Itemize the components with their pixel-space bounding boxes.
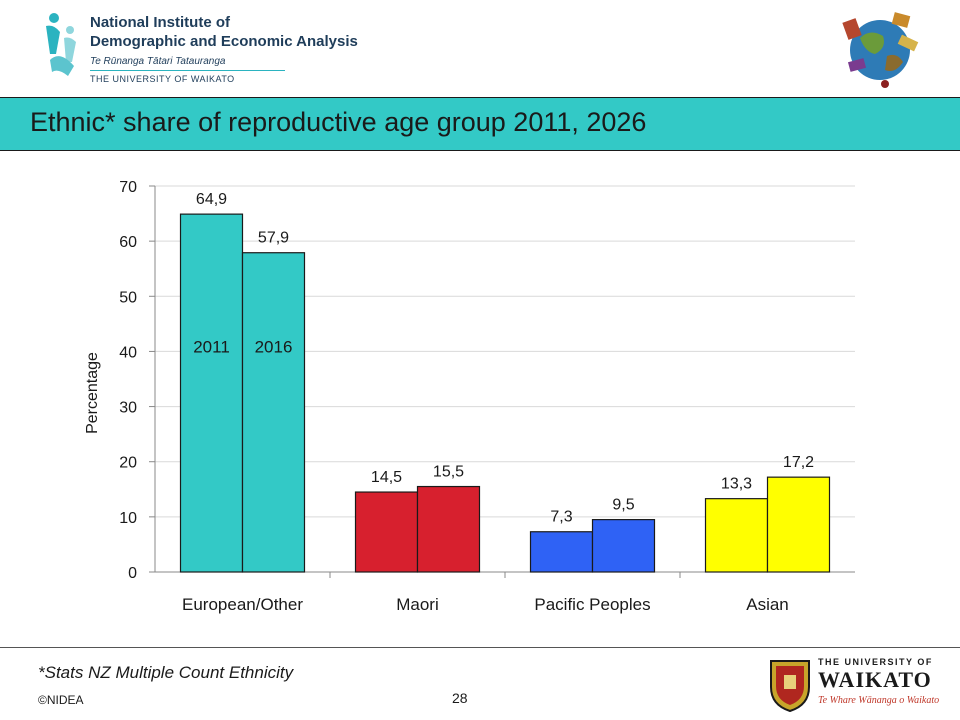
bar	[591, 519, 656, 573]
bar	[179, 213, 244, 573]
bar	[704, 498, 769, 573]
data-label: 64,9	[196, 191, 227, 208]
x-tick-label: European/Other	[182, 595, 303, 614]
y-tick-label: 70	[119, 179, 137, 196]
bar-chart: 0 10 20 30 40 50 60 70 Percentage 64,9 2011 57,9 201…	[84, 179, 855, 614]
legend-label: 2011	[193, 337, 230, 356]
data-label: 57,9	[258, 230, 289, 247]
data-label: 17,2	[783, 454, 814, 471]
univ-name-line1: THE UNIVERSITY OF	[818, 657, 933, 667]
footer-divider	[0, 647, 960, 648]
globe-illustration-icon	[842, 12, 919, 88]
institute-tagline: Te Rūnanga Tātari Tatauranga	[90, 56, 226, 67]
y-tick-label: 50	[119, 289, 137, 306]
y-tick-label: 40	[119, 344, 137, 361]
bar	[529, 531, 594, 573]
x-tick-label: Maori	[396, 595, 439, 614]
institute-university: THE UNIVERSITY OF WAIKATO	[90, 74, 235, 84]
bar	[416, 485, 481, 573]
title-band: Ethnic* share of reproductive age group …	[0, 97, 960, 151]
x-tick-label: Pacific Peoples	[534, 595, 650, 614]
bar	[241, 252, 306, 573]
data-label: 7,3	[550, 509, 572, 526]
slide-title: Ethnic* share of reproductive age group …	[30, 107, 647, 137]
y-tick-label: 20	[119, 455, 137, 472]
copyright: ©NIDEA	[38, 693, 84, 707]
bar	[766, 476, 831, 573]
y-tick-label: 30	[119, 400, 137, 417]
divider	[90, 70, 285, 71]
y-axis-label: Percentage	[84, 352, 101, 434]
y-tick-label: 10	[119, 510, 137, 527]
institute-name-line2: Demographic and Economic Analysis	[90, 33, 358, 50]
legend-label: 2016	[255, 337, 293, 356]
institute-name-line1: National Institute of	[90, 14, 230, 31]
univ-name-line2: WAIKATO	[818, 667, 932, 692]
page-number: 28	[452, 690, 468, 706]
y-tick-label: 0	[128, 565, 137, 582]
nidea-figure-icon	[46, 13, 76, 76]
data-label: 9,5	[612, 497, 634, 514]
univ-name-line3: Te Whare Wānanga o Waikato	[818, 695, 940, 706]
waikato-logo: THE UNIVERSITY OF WAIKATO Te Whare Wānan…	[765, 655, 945, 715]
nidea-logo: National Institute of Demographic and Ec…	[40, 10, 360, 85]
y-tick-label: 60	[119, 234, 137, 251]
x-tick-label: Asian	[746, 595, 789, 614]
waikato-crest-icon	[770, 660, 810, 713]
bar	[354, 491, 419, 573]
data-label: 14,5	[371, 469, 402, 486]
data-label: 13,3	[721, 476, 752, 493]
data-label: 15,5	[433, 464, 464, 481]
footnote: *Stats NZ Multiple Count Ethnicity	[38, 663, 294, 682]
